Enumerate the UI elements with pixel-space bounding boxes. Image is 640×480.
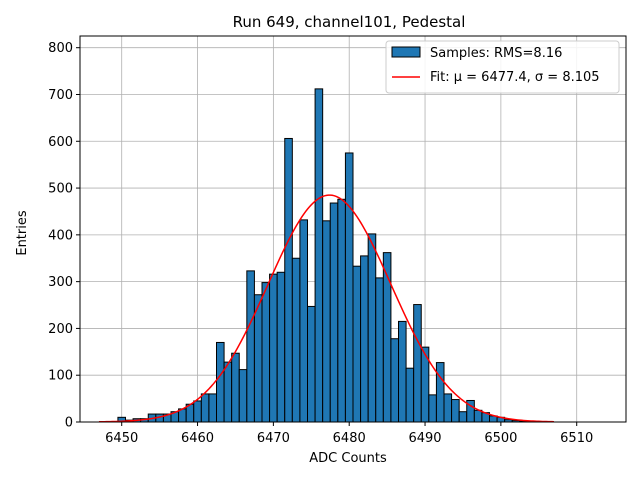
histogram-bar xyxy=(428,394,437,423)
histogram-bar xyxy=(435,362,445,423)
x-axis-label: ADC Counts xyxy=(309,451,387,466)
y-tick-label: 200 xyxy=(48,322,73,337)
histogram-bar xyxy=(322,220,331,423)
y-tick-label: 0 xyxy=(65,416,73,431)
histogram-bar xyxy=(314,88,324,423)
histogram-bar xyxy=(276,271,286,423)
histogram-bar xyxy=(200,393,210,423)
histogram-bar xyxy=(451,399,460,423)
x-tick-label: 6450 xyxy=(105,431,138,446)
x-tick-label: 6500 xyxy=(484,431,517,446)
histogram-bar xyxy=(458,411,468,423)
histogram-bar xyxy=(238,369,248,423)
y-tick-label: 400 xyxy=(48,228,73,243)
chart-title: Run 649, channel101, Pedestal xyxy=(233,13,466,31)
histogram-bar xyxy=(337,198,346,423)
histogram-bar xyxy=(413,304,422,423)
histogram-bar xyxy=(390,338,399,423)
legend-box xyxy=(385,40,620,94)
histogram-bar xyxy=(216,341,225,423)
histogram-bar xyxy=(208,393,218,423)
y-tick-label: 600 xyxy=(48,135,73,150)
histogram-bar xyxy=(246,270,255,423)
histogram-bar xyxy=(231,352,240,423)
x-tick-label: 6510 xyxy=(560,431,593,446)
x-tick-label: 6490 xyxy=(408,431,441,446)
legend-label-fit: Fit: μ = 6477.4, σ = 8.105 xyxy=(430,70,600,85)
y-tick-label: 300 xyxy=(48,275,73,290)
histogram-bar xyxy=(269,273,278,423)
histogram-bar xyxy=(284,137,293,423)
histogram-bar xyxy=(307,305,316,423)
x-tick-label: 6470 xyxy=(257,431,290,446)
plot-area-frame xyxy=(79,35,627,423)
y-tick-label: 100 xyxy=(48,369,73,384)
histogram-bar xyxy=(329,202,339,423)
histogram-bar xyxy=(398,320,407,423)
histogram-bar xyxy=(223,361,233,423)
histogram-bar xyxy=(443,393,453,423)
y-tick-label: 800 xyxy=(48,41,73,56)
histogram-bar xyxy=(193,400,202,423)
x-tick-label: 6460 xyxy=(181,431,214,446)
fit-curve-layer xyxy=(98,194,554,423)
x-tick-label: 6480 xyxy=(333,431,366,446)
histogram-bars xyxy=(117,88,551,423)
histogram-bar xyxy=(299,219,308,423)
histogram-bar xyxy=(382,252,392,423)
histogram-bar xyxy=(352,265,362,423)
legend: Samples: RMS=8.16 Fit: μ = 6477.4, σ = 8… xyxy=(385,40,620,94)
histogram-bar xyxy=(261,282,271,423)
y-tick-label: 700 xyxy=(48,88,73,103)
histogram-bar xyxy=(253,294,263,423)
histogram-bar xyxy=(291,257,301,423)
histogram-bar xyxy=(473,409,483,423)
y-axis-label: Entries xyxy=(15,210,30,256)
histogram-bar xyxy=(344,152,354,423)
histogram-bar xyxy=(405,367,415,423)
y-tick-label: 500 xyxy=(48,182,73,197)
histogram-bar xyxy=(360,255,369,423)
histogram-bar xyxy=(367,233,377,423)
fit-curve xyxy=(98,194,554,423)
histogram-bar xyxy=(375,277,384,423)
legend-swatch-samples xyxy=(391,46,421,58)
legend-label-samples: Samples: RMS=8.16 xyxy=(430,46,562,61)
axis-ticks: 6450 6460 6470 6480 6490 6500 6510 0 100 200 300 40… xyxy=(48,41,593,446)
